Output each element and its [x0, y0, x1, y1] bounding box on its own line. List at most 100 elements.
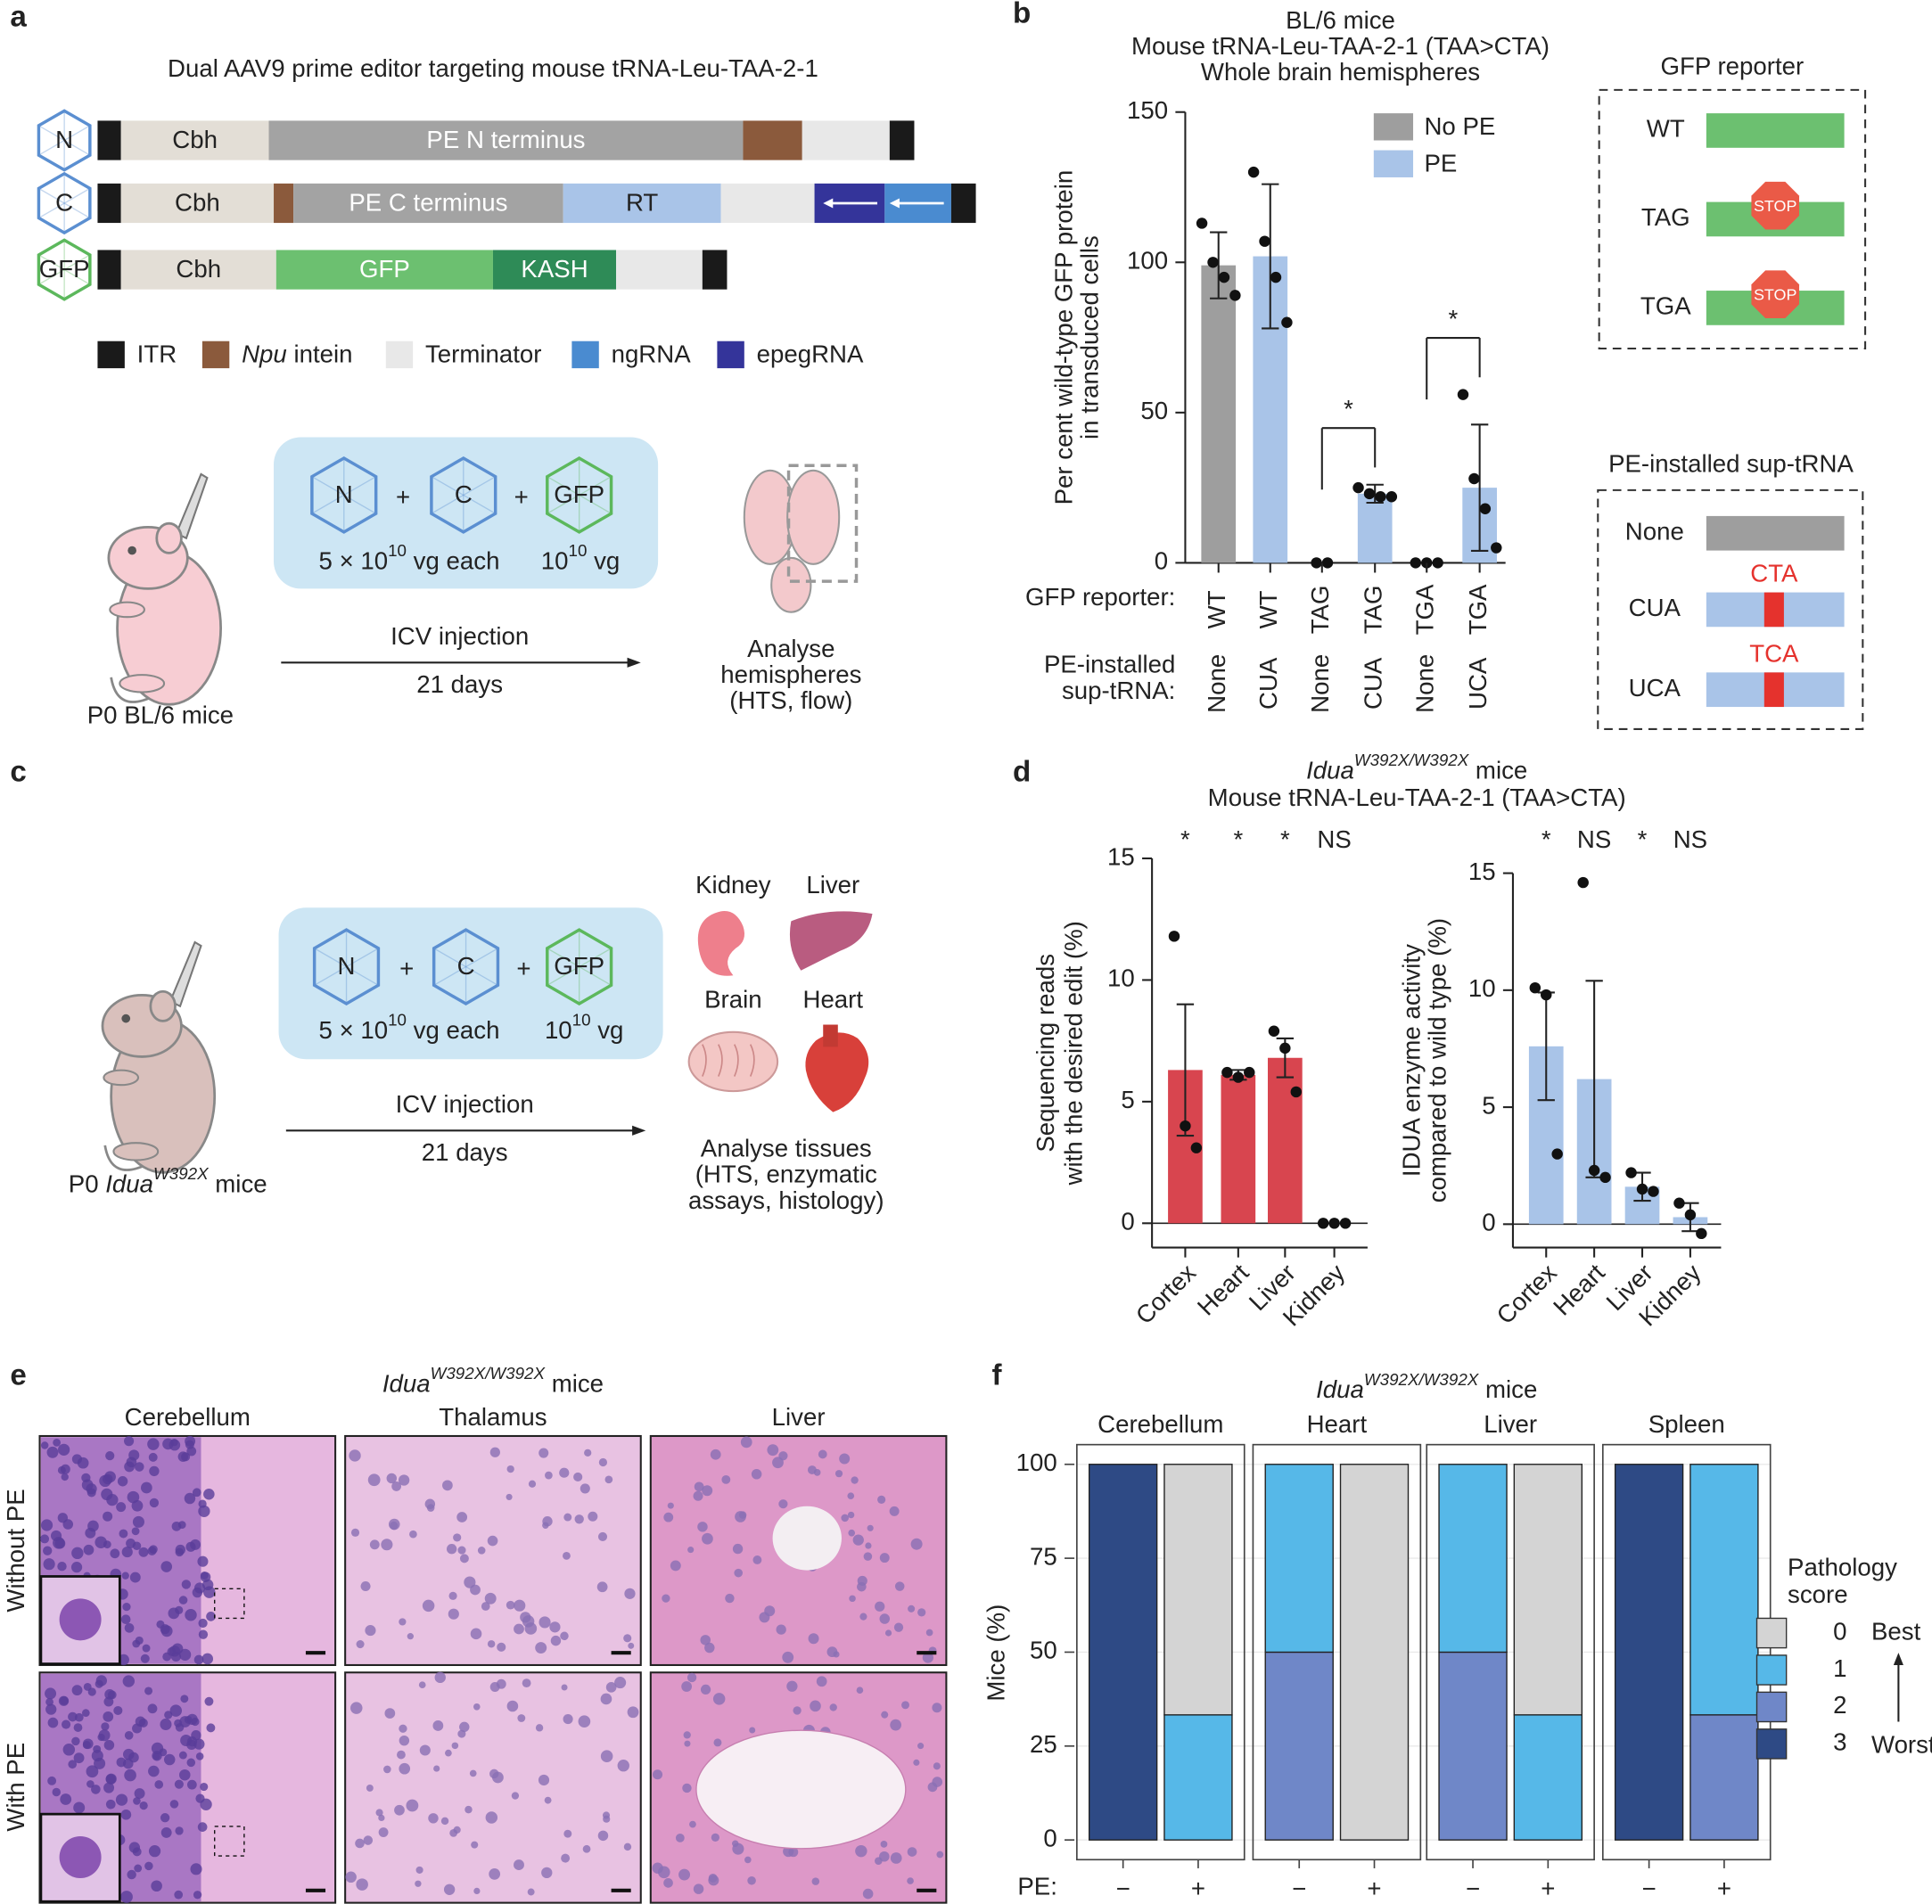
nucleus — [198, 1505, 210, 1517]
facet-panel — [1252, 1443, 1422, 1861]
capsid — [37, 171, 92, 235]
nucleus — [732, 1842, 744, 1855]
nucleus — [772, 1457, 784, 1469]
nucleus — [53, 1438, 62, 1447]
panel-title: IduaW392X/W392X mice — [382, 1364, 604, 1398]
nucleus — [113, 1705, 123, 1715]
nucleus — [456, 1512, 468, 1522]
nucleus — [786, 1680, 798, 1692]
capsid-label: GFP — [554, 480, 604, 508]
data-point — [1410, 557, 1422, 569]
legend-swatch — [201, 341, 230, 369]
nucleus — [349, 1449, 361, 1462]
nucleus — [152, 1752, 160, 1760]
nucleus — [689, 1820, 696, 1828]
nucleus — [169, 1704, 183, 1717]
nucleus — [369, 1539, 380, 1550]
bar-segment — [1513, 1464, 1583, 1716]
nucleus — [879, 1553, 890, 1563]
capsid — [37, 109, 92, 172]
nucleus — [851, 1476, 859, 1484]
nucleus — [201, 1653, 214, 1665]
significance-label: * — [1280, 825, 1290, 853]
nucleus — [544, 1796, 552, 1804]
data-point — [1636, 1183, 1648, 1195]
segment-label: Cbh — [172, 126, 218, 153]
nucleus — [198, 1499, 207, 1508]
nucleus — [541, 1867, 553, 1879]
nucleus — [440, 1817, 449, 1826]
capsid-facet — [63, 202, 91, 219]
nucleus — [103, 1739, 115, 1751]
nucleus — [409, 1530, 417, 1539]
nucleus — [732, 1543, 744, 1555]
y-tick-label: 0 — [1155, 547, 1168, 575]
panel-label: d — [1013, 755, 1031, 788]
construct-segment — [97, 250, 121, 290]
nucleus — [160, 1826, 172, 1838]
nucleus — [469, 1769, 477, 1777]
category-label: None — [1203, 654, 1230, 713]
legend-label: Terminator — [425, 341, 541, 368]
nucleus — [470, 1584, 481, 1596]
nucleus — [538, 1774, 550, 1786]
nucleus — [151, 1742, 164, 1755]
nucleus — [122, 1758, 134, 1769]
tissue-label: Heart — [803, 986, 864, 1014]
nucleus — [735, 1511, 746, 1522]
stop-label: STOP — [1754, 197, 1797, 215]
nucleus — [627, 1706, 639, 1719]
nucleus — [86, 1488, 96, 1498]
nucleus — [614, 1677, 627, 1689]
nucleus — [185, 1609, 197, 1621]
nucleus — [193, 1891, 202, 1900]
data-point — [1244, 1066, 1255, 1079]
nucleus — [522, 1678, 531, 1688]
capsid-facet — [63, 187, 91, 204]
nucleus — [598, 1457, 608, 1467]
nucleus — [686, 1672, 697, 1683]
facet-label: Liver — [1484, 1410, 1537, 1438]
nucleus — [459, 1721, 470, 1733]
nucleus — [693, 1490, 703, 1501]
plus-sign: + — [514, 483, 529, 511]
nucleus — [708, 1875, 719, 1886]
nucleus — [528, 1480, 537, 1488]
error-bar — [1262, 183, 1279, 330]
superscript: 10 — [569, 541, 588, 560]
nucleus — [451, 1742, 459, 1750]
panel-title: Dual AAV9 prime editor targeting mouse t… — [168, 54, 818, 82]
category-label: TAG — [1359, 586, 1386, 635]
column-label: Thalamus — [439, 1403, 547, 1431]
nucleus — [506, 1493, 513, 1500]
x-tick-label: + — [1541, 1875, 1555, 1902]
legend-swatch — [97, 341, 125, 369]
capsid-facet — [311, 494, 345, 514]
liver — [789, 911, 873, 971]
nucleus — [91, 1785, 101, 1794]
nucleus — [917, 1608, 926, 1617]
x-tick-label: + — [1367, 1875, 1381, 1902]
nucleus — [68, 1760, 78, 1769]
nucleus — [61, 1719, 71, 1729]
nucleus — [863, 1552, 873, 1561]
edit-site — [1763, 672, 1784, 708]
data-point — [1290, 1086, 1302, 1098]
legend-title: score — [1788, 1580, 1848, 1608]
data-point — [1648, 1186, 1659, 1197]
aorta — [823, 1024, 838, 1047]
nucleus — [147, 1703, 158, 1714]
reporter-label: WT — [1647, 115, 1685, 143]
arrow-head — [632, 1125, 646, 1136]
nucleus — [124, 1769, 136, 1782]
capsid-facet — [463, 494, 497, 514]
nucleus — [678, 1868, 691, 1881]
capsid-facet — [579, 476, 612, 497]
nucleus — [144, 1861, 153, 1871]
text-run: epegRNA — [757, 341, 864, 368]
data-point — [1232, 1071, 1245, 1083]
nucleus — [178, 1648, 192, 1661]
nucleus — [545, 1471, 553, 1480]
nucleus — [681, 1681, 693, 1692]
nucleus — [702, 1485, 713, 1497]
